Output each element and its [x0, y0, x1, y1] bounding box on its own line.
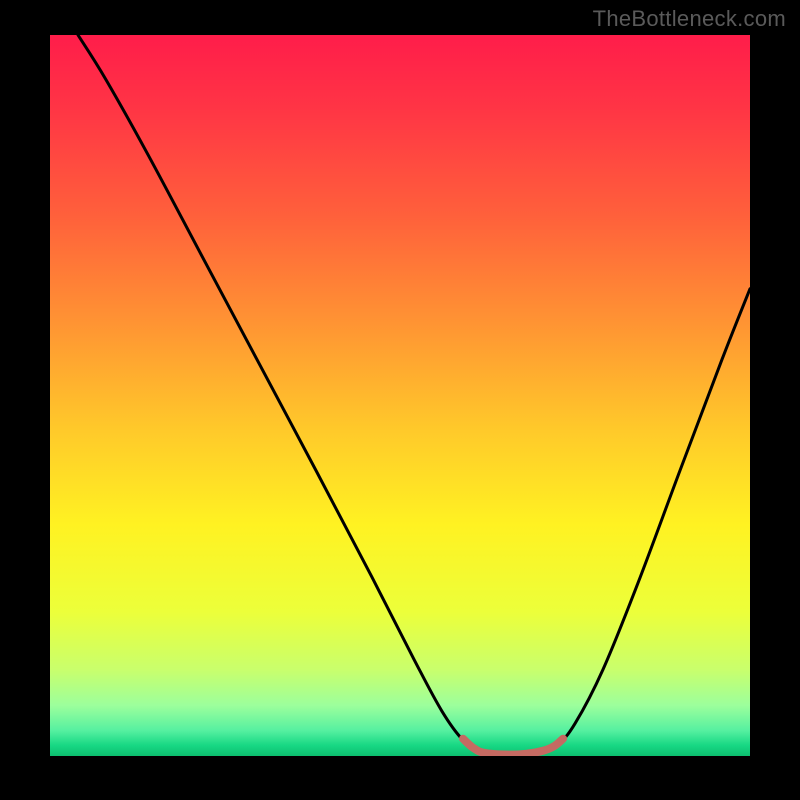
- plot-gradient-area: [50, 35, 750, 756]
- bottleneck-chart: [0, 0, 800, 800]
- chart-stage: TheBottleneck.com: [0, 0, 800, 800]
